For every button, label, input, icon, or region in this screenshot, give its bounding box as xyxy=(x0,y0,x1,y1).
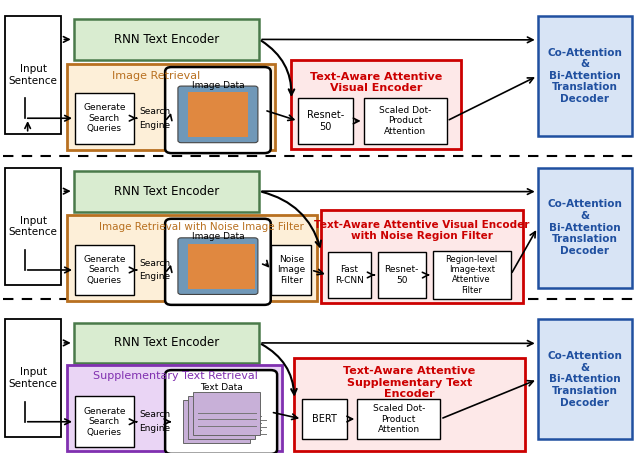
FancyBboxPatch shape xyxy=(67,64,275,150)
Text: Generate
Search
Queries: Generate Search Queries xyxy=(83,103,125,133)
FancyBboxPatch shape xyxy=(188,92,248,137)
Text: BERT: BERT xyxy=(312,414,337,424)
FancyBboxPatch shape xyxy=(74,171,259,212)
Text: Region-level
Image-text
Attentive
Filter: Region-level Image-text Attentive Filter xyxy=(445,255,498,295)
FancyBboxPatch shape xyxy=(67,365,282,451)
Text: Co-Attention
&
Bi-Attention
Translation
Decoder: Co-Attention & Bi-Attention Translation … xyxy=(548,199,622,256)
FancyBboxPatch shape xyxy=(357,399,440,439)
FancyBboxPatch shape xyxy=(5,16,61,134)
FancyBboxPatch shape xyxy=(321,210,523,303)
FancyBboxPatch shape xyxy=(378,252,426,298)
Text: Engine: Engine xyxy=(140,120,170,130)
Text: Resnet-
50: Resnet- 50 xyxy=(385,265,419,284)
FancyBboxPatch shape xyxy=(165,67,271,153)
Text: Image Retrieval with Noise Image Filter: Image Retrieval with Noise Image Filter xyxy=(99,222,304,231)
Text: Supplementary Text Retrieval: Supplementary Text Retrieval xyxy=(93,371,258,381)
Text: Text-Aware Attentive
Visual Encoder: Text-Aware Attentive Visual Encoder xyxy=(310,72,442,93)
FancyBboxPatch shape xyxy=(165,219,271,305)
Text: Search: Search xyxy=(140,259,170,268)
Text: Engine: Engine xyxy=(140,272,170,281)
FancyBboxPatch shape xyxy=(75,396,134,447)
Text: Text-Aware Attentive Visual Encoder
with Noise Region Filter: Text-Aware Attentive Visual Encoder with… xyxy=(314,220,530,241)
Text: Fast
R-CNN: Fast R-CNN xyxy=(335,265,364,284)
Text: Scaled Dot-
Product
Attention: Scaled Dot- Product Attention xyxy=(372,404,425,434)
Text: Text-Aware Attentive
Supplementary Text
Encoder: Text-Aware Attentive Supplementary Text … xyxy=(344,366,476,399)
FancyBboxPatch shape xyxy=(67,215,317,301)
Text: Generate
Search
Queries: Generate Search Queries xyxy=(83,255,125,285)
FancyBboxPatch shape xyxy=(538,16,632,136)
Text: Search: Search xyxy=(140,410,170,419)
Text: Co-Attention
&
Bi-Attention
Translation
Decoder: Co-Attention & Bi-Attention Translation … xyxy=(548,48,622,104)
FancyBboxPatch shape xyxy=(188,244,255,289)
FancyBboxPatch shape xyxy=(5,168,61,285)
Text: RNN Text Encoder: RNN Text Encoder xyxy=(114,33,219,46)
FancyBboxPatch shape xyxy=(74,19,259,60)
Text: Image Retrieval: Image Retrieval xyxy=(112,71,200,81)
FancyBboxPatch shape xyxy=(328,252,371,298)
FancyBboxPatch shape xyxy=(75,245,134,295)
Text: Image Data: Image Data xyxy=(191,232,244,241)
Text: Input
Sentence: Input Sentence xyxy=(9,367,58,389)
Text: Engine: Engine xyxy=(140,424,170,433)
Text: Input
Sentence: Input Sentence xyxy=(9,64,58,86)
FancyBboxPatch shape xyxy=(291,60,461,149)
Text: Image Data: Image Data xyxy=(191,81,244,90)
FancyBboxPatch shape xyxy=(364,98,447,144)
FancyBboxPatch shape xyxy=(183,400,250,443)
FancyBboxPatch shape xyxy=(178,86,258,143)
FancyBboxPatch shape xyxy=(165,370,277,453)
FancyBboxPatch shape xyxy=(302,399,347,439)
FancyBboxPatch shape xyxy=(298,98,353,144)
FancyBboxPatch shape xyxy=(433,251,511,299)
Text: Generate
Search
Queries: Generate Search Queries xyxy=(83,407,125,437)
Text: RNN Text Encoder: RNN Text Encoder xyxy=(114,337,219,349)
FancyBboxPatch shape xyxy=(188,396,255,439)
FancyBboxPatch shape xyxy=(294,358,525,451)
FancyBboxPatch shape xyxy=(75,93,134,144)
FancyBboxPatch shape xyxy=(178,238,258,294)
FancyBboxPatch shape xyxy=(74,323,259,363)
Text: Input
Sentence: Input Sentence xyxy=(9,216,58,237)
Text: Co-Attention
&
Bi-Attention
Translation
Decoder: Co-Attention & Bi-Attention Translation … xyxy=(548,351,622,408)
Text: Search: Search xyxy=(140,107,170,116)
Text: Scaled Dot-
Product
Attention: Scaled Dot- Product Attention xyxy=(379,106,431,136)
FancyBboxPatch shape xyxy=(271,245,311,295)
Text: Resnet-
50: Resnet- 50 xyxy=(307,110,344,132)
Text: RNN Text Encoder: RNN Text Encoder xyxy=(114,185,219,198)
FancyBboxPatch shape xyxy=(5,319,61,437)
FancyBboxPatch shape xyxy=(193,392,260,435)
Text: Noise
Image
Filter: Noise Image Filter xyxy=(277,255,305,285)
FancyBboxPatch shape xyxy=(538,168,632,288)
FancyBboxPatch shape xyxy=(538,319,632,439)
Text: Text Data: Text Data xyxy=(200,383,243,392)
